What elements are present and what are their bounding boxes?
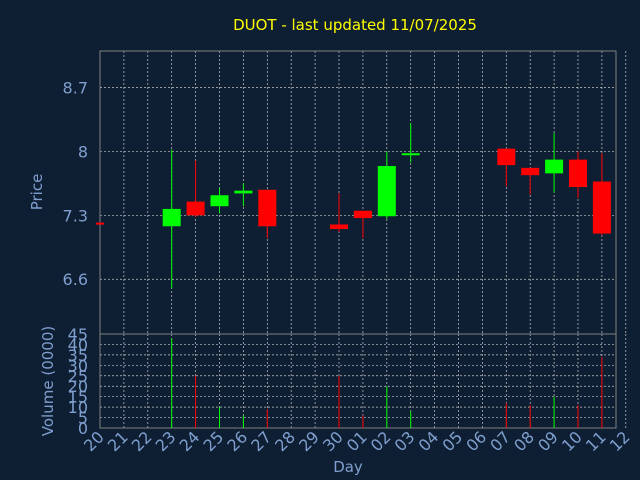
volume-tick-label: 25	[68, 367, 88, 386]
candle-body	[234, 190, 253, 194]
price-tick-label: 6.6	[63, 270, 88, 289]
candle-24	[186, 160, 205, 218]
candle-08	[521, 167, 540, 195]
candle-body	[210, 195, 229, 207]
volume-tick-label: 40	[68, 335, 88, 354]
volume-tick-label: 15	[68, 388, 88, 407]
candle-23	[162, 149, 181, 289]
price-tick-label: 7.3	[63, 206, 88, 225]
candle-27	[258, 189, 277, 239]
candle-body	[497, 148, 516, 166]
candle-body	[330, 224, 348, 230]
volume-tick-label: 30	[68, 356, 88, 375]
candle-body	[569, 159, 587, 188]
candle-body	[592, 181, 611, 234]
candle-body	[258, 189, 277, 227]
price-frame	[99, 50, 617, 335]
candle-25	[210, 187, 229, 214]
candle-body	[521, 167, 540, 176]
candle-02	[377, 151, 396, 219]
price-panel: 6.6 7.3 8 8.7	[63, 50, 627, 335]
price-tick-label: 8	[78, 142, 88, 161]
candle-07	[497, 148, 516, 187]
price-axis-label: Price	[28, 174, 46, 211]
candle-10	[569, 151, 587, 198]
volume-tick-label: 5	[78, 409, 88, 428]
volume-tick-label: 10	[68, 398, 88, 417]
volume-tick-label: 0	[78, 419, 88, 438]
candle-body	[162, 208, 181, 227]
volume-tick-label: 20	[68, 377, 88, 396]
candle-30	[330, 193, 348, 232]
candle-body	[545, 159, 564, 174]
volume-tick-label: 45	[68, 325, 88, 344]
chart-title: DUOT - last updated 11/07/2025	[233, 16, 477, 34]
volume-axis-label: Volume (0000)	[39, 326, 57, 436]
candle-26	[234, 183, 253, 207]
candle-body	[186, 201, 205, 216]
price-tick-label: 8.7	[63, 79, 88, 98]
candle-body	[353, 210, 372, 219]
candle-20	[96, 222, 104, 225]
x-tick-label: 12	[606, 427, 634, 455]
x-axis-label: Day	[333, 458, 363, 476]
volume-frame	[99, 333, 617, 429]
candle-body	[377, 166, 396, 217]
candle-body	[401, 153, 420, 156]
x-axis: 2021222324252627282930010203040506070809…	[80, 427, 634, 455]
candle-11	[592, 153, 611, 236]
volume-tick-label: 35	[68, 346, 88, 365]
candle-09	[545, 133, 564, 193]
candle-body	[96, 222, 104, 225]
candle-01	[353, 210, 372, 239]
candle-03	[401, 123, 420, 163]
